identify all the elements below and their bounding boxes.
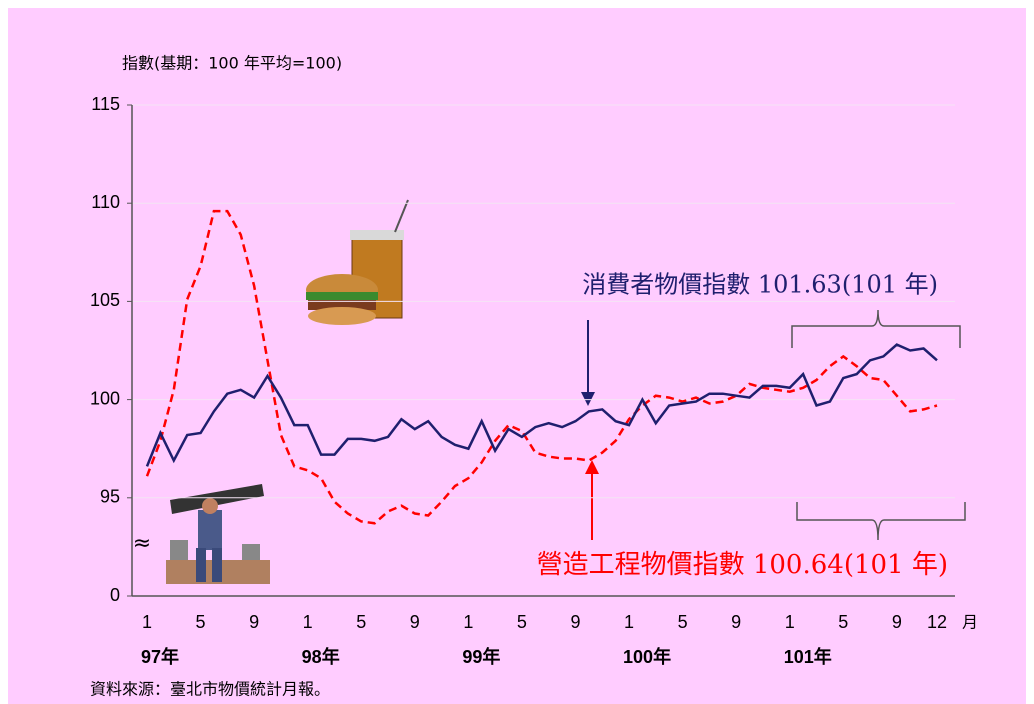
y-axis-label: 指數(基期：100 年平均=100) [122, 54, 342, 73]
y-tick-label: 105 [90, 290, 120, 310]
y-tick-label: 115 [91, 94, 120, 114]
x-unit: 月 [962, 613, 978, 632]
y-tick-label: 110 [91, 192, 120, 212]
background [8, 8, 1026, 704]
x-tick-label: 1 [463, 612, 473, 632]
x-tick-label: 12 [927, 612, 947, 632]
year-label: 99年 [462, 646, 500, 667]
y-tick-label: 0 [110, 585, 120, 605]
year-label: 98年 [302, 646, 340, 667]
x-tick-label: 5 [517, 612, 527, 632]
x-tick-label: 5 [356, 612, 366, 632]
chart: 指數(基期：100 年平均=100) 資料來源：臺北市物價統計月報。 消費者物價… [0, 0, 1034, 704]
x-tick-label: 1 [785, 612, 795, 632]
x-tick-label: 9 [892, 612, 902, 632]
year-label: 97年 [141, 646, 179, 667]
x-tick-label: 9 [570, 612, 580, 632]
annotation: 消費者物價指數 101.63(101 年) [582, 271, 938, 299]
x-tick-label: 1 [142, 612, 152, 632]
y-tick-label: 100 [90, 388, 120, 408]
source-note: 資料來源：臺北市物價統計月報。 [90, 680, 330, 699]
annotation: 營造工程物價指數 100.64(101 年) [537, 550, 948, 580]
year-label: 100年 [623, 646, 671, 667]
x-tick-label: 5 [678, 612, 688, 632]
x-tick-label: 1 [624, 612, 634, 632]
axis-break: ≈ [133, 531, 151, 556]
x-tick-label: 9 [410, 612, 420, 632]
y-tick-label: 95 [100, 487, 120, 507]
x-tick-label: 5 [838, 612, 848, 632]
x-tick-label: 9 [731, 612, 741, 632]
year-label: 101年 [784, 646, 832, 667]
x-tick-label: 9 [249, 612, 259, 632]
x-tick-label: 5 [196, 612, 206, 632]
x-tick-label: 1 [303, 612, 313, 632]
